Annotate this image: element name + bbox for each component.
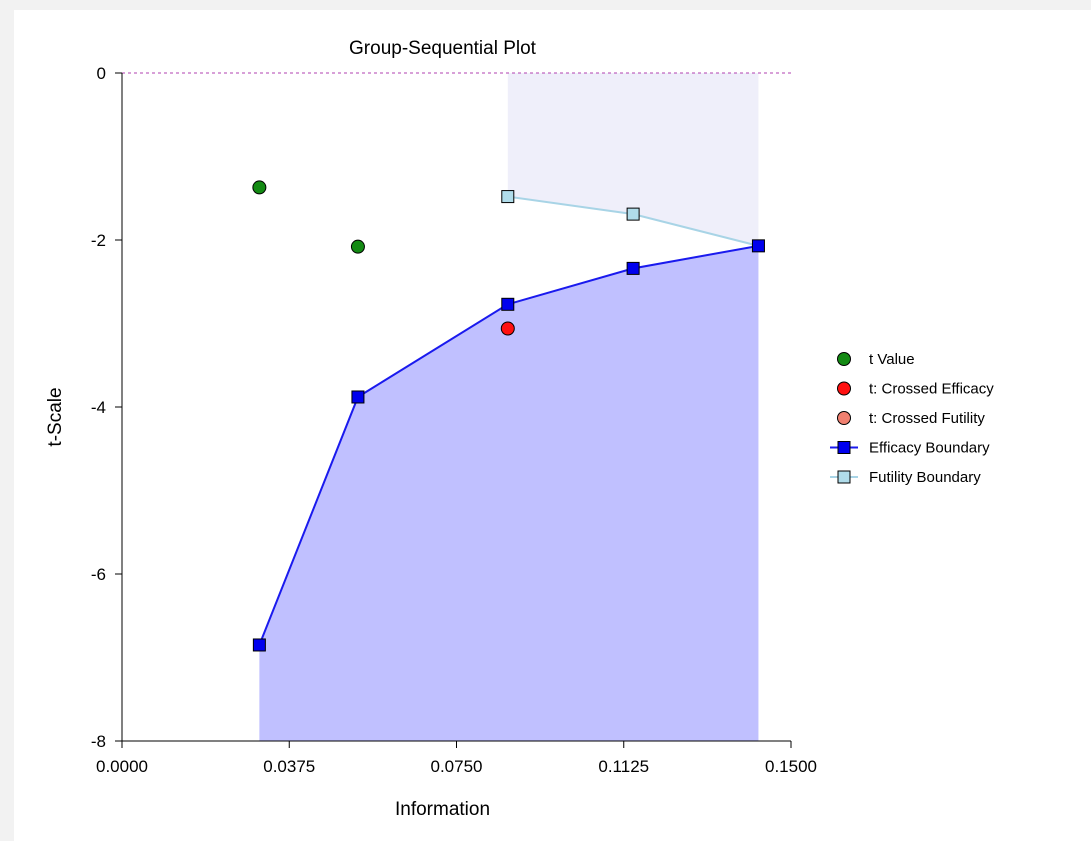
efficacy-boundary-marker: [751, 239, 765, 253]
x-tick-label: 0.0375: [263, 757, 315, 776]
legend-marker: [837, 352, 851, 366]
futility-region: [507, 73, 759, 246]
legend-marker: [837, 411, 851, 425]
legend: t Value t: Crossed Efficacy t: Crossed Fut…: [830, 351, 994, 486]
futility-boundary-marker: [626, 207, 640, 221]
legend-t-value: t Value: [837, 351, 915, 368]
legend-efficacy-boundary: Efficacy Boundary: [830, 440, 990, 457]
legend-label: Efficacy Boundary: [869, 440, 990, 457]
y-tick-label: 0: [97, 64, 106, 83]
legend-label: t: Crossed Efficacy: [869, 381, 994, 398]
boundary-regions: [259, 73, 759, 741]
data-marks: [252, 180, 765, 652]
legend-label: Futility Boundary: [869, 469, 981, 486]
legend-marker: [837, 441, 851, 454]
axes: 0 -2 -4 -6 -8 0.0000 0.0375 0.0750 0.1125 0.1500: [91, 64, 817, 776]
legend-label: t: Crossed Futility: [869, 410, 985, 427]
y-axis-title: t-Scale: [45, 387, 66, 446]
efficacy-boundary-marker: [351, 390, 365, 404]
y-tick-label: -8: [91, 732, 106, 751]
chart-title: Group-Sequential Plot: [349, 38, 537, 59]
t-value-point: [252, 180, 267, 195]
crossed-efficacy-point: [500, 321, 515, 336]
y-tick-label: -4: [91, 398, 106, 417]
x-tick-label: 0.1125: [598, 757, 649, 776]
x-tick-label: 0.1500: [765, 757, 817, 776]
legend-label: t Value: [869, 351, 915, 368]
x-tick-label: 0.0000: [96, 757, 148, 776]
efficacy-region: [259, 245, 759, 741]
x-tick-label: 0.0750: [431, 757, 483, 776]
y-tick-label: -6: [91, 565, 106, 584]
efficacy-boundary-marker: [626, 261, 640, 275]
legend-crossed-efficacy: t: Crossed Efficacy: [837, 381, 994, 398]
legend-futility-boundary: Futility Boundary: [830, 469, 981, 486]
x-axis-title: Information: [395, 799, 490, 820]
legend-crossed-futility: t: Crossed Futility: [837, 410, 985, 427]
y-tick-label: -2: [91, 231, 106, 250]
efficacy-boundary-marker: [501, 297, 515, 311]
chart-panel: 0 -2 -4 -6 -8 0.0000 0.0375 0.0750 0.1125 0.1500 …: [14, 10, 1091, 841]
t-value-point: [350, 239, 365, 254]
futility-boundary-marker: [501, 190, 515, 204]
legend-marker: [837, 470, 851, 484]
efficacy-boundary-marker: [252, 638, 266, 652]
group-sequential-chart: 0-2-4-6-80.0000 0.0375 0.0750 0.1125 0.1500 …: [45, 38, 994, 820]
legend-marker: [837, 381, 851, 396]
